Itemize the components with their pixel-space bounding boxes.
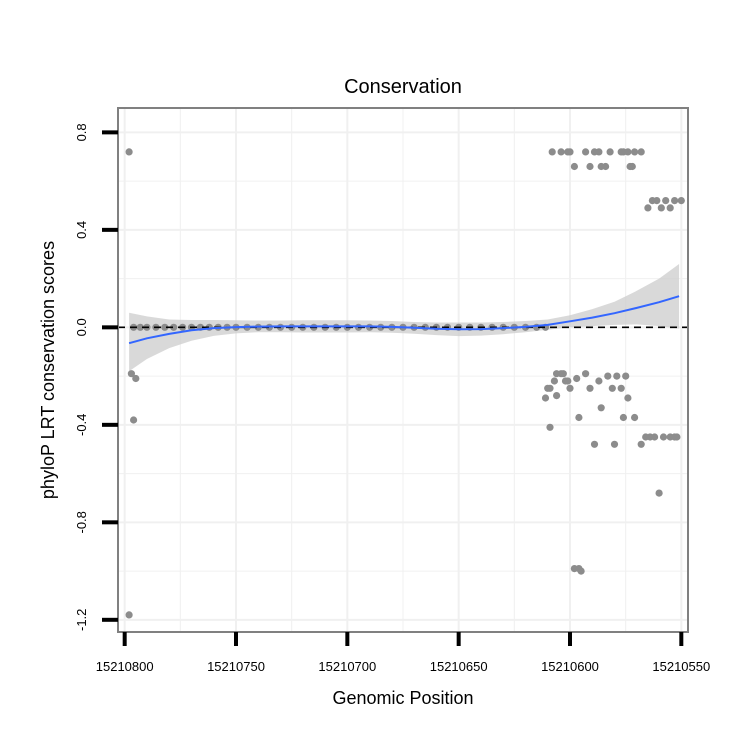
data-point — [677, 197, 685, 205]
smooth-curve — [128, 295, 680, 345]
data-point — [125, 148, 133, 156]
data-point — [546, 384, 554, 392]
data-point — [132, 374, 140, 383]
data-point — [577, 567, 585, 575]
data-point — [548, 148, 556, 156]
data-point — [659, 433, 668, 441]
data-point — [657, 204, 665, 212]
data-point — [590, 440, 599, 448]
grid — [118, 108, 688, 632]
data-point — [595, 377, 603, 385]
y-axis-title: phyloP LRT conservation scores — [38, 241, 58, 499]
data-point — [644, 204, 652, 212]
data-point — [653, 197, 661, 205]
data-points — [125, 148, 685, 619]
data-point — [136, 323, 144, 331]
data-point — [622, 372, 630, 380]
y-tick-label: -0.4 — [74, 414, 89, 436]
confidence-band — [129, 264, 680, 372]
data-point — [582, 148, 590, 156]
y-tick-label: -1.2 — [74, 609, 89, 631]
plot-panel-border — [117, 107, 689, 633]
data-point — [550, 377, 559, 385]
data-point — [161, 323, 169, 331]
x-tick-label: 15210700 — [318, 659, 376, 674]
data-point — [610, 440, 619, 448]
data-point — [631, 148, 639, 156]
y-tick-label: 0.8 — [74, 123, 89, 141]
data-point — [597, 404, 605, 412]
data-point — [602, 162, 610, 171]
data-point — [566, 384, 574, 392]
x-tick-label: 15210750 — [207, 659, 265, 674]
data-point — [604, 372, 612, 380]
y-tick-label: -0.8 — [74, 511, 89, 533]
data-point — [559, 370, 567, 378]
x-axis: 15210800 15210750 15210700 15210650 15210600… — [96, 632, 710, 674]
data-point — [582, 370, 590, 378]
data-point — [671, 197, 679, 205]
data-point — [566, 148, 574, 156]
x-axis-title: Genomic Position — [332, 688, 473, 708]
data-point — [617, 384, 625, 392]
data-point — [125, 611, 133, 619]
data-point — [624, 394, 632, 402]
data-point — [628, 162, 636, 171]
x-tick-label: 15210650 — [430, 659, 488, 674]
data-point — [631, 413, 639, 422]
data-point — [586, 162, 594, 171]
y-axis: -1.2 -0.8 -0.4 0.0 0.4 0.8 — [74, 123, 118, 631]
y-tick-label: 0.0 — [74, 318, 89, 336]
loess-smooth-line — [128, 295, 680, 345]
data-point — [666, 204, 674, 212]
data-point — [673, 433, 681, 441]
data-point — [557, 148, 565, 156]
data-point — [575, 413, 583, 422]
data-point — [570, 162, 579, 171]
x-tick-label: 15210600 — [541, 659, 599, 674]
data-point — [595, 148, 603, 156]
data-point — [662, 197, 670, 205]
x-tick-label: 15210550 — [652, 659, 710, 674]
data-point — [637, 440, 645, 448]
data-point — [619, 413, 628, 422]
data-point — [573, 374, 581, 383]
data-point — [637, 148, 645, 156]
data-point — [624, 148, 632, 156]
data-point — [546, 423, 554, 431]
data-point — [564, 377, 572, 385]
data-point — [170, 323, 178, 331]
data-point — [655, 489, 663, 497]
data-point — [606, 148, 614, 156]
data-point — [130, 416, 138, 424]
data-point — [541, 394, 550, 402]
x-tick-label: 15210800 — [96, 659, 154, 674]
y-tick-label: 0.4 — [74, 221, 89, 239]
data-point — [127, 370, 135, 378]
data-point — [608, 384, 616, 392]
chart-title: Conservation — [344, 76, 462, 98]
data-point — [553, 392, 561, 400]
data-point — [586, 384, 594, 392]
data-point — [651, 433, 659, 441]
data-point — [613, 372, 621, 380]
smooth-confidence-band — [129, 264, 680, 372]
